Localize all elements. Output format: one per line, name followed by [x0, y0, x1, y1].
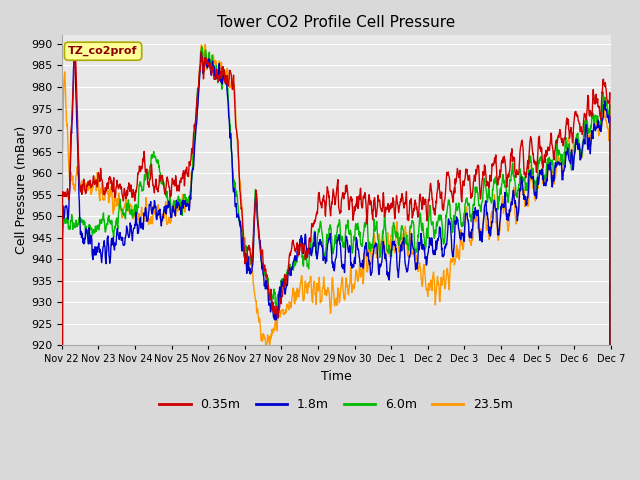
Y-axis label: Cell Pressure (mBar): Cell Pressure (mBar) [15, 126, 28, 254]
Legend: 0.35m, 1.8m, 6.0m, 23.5m: 0.35m, 1.8m, 6.0m, 23.5m [154, 394, 518, 417]
Title: Tower CO2 Profile Cell Pressure: Tower CO2 Profile Cell Pressure [217, 15, 456, 30]
X-axis label: Time: Time [321, 370, 351, 383]
Text: TZ_co2prof: TZ_co2prof [68, 46, 138, 56]
